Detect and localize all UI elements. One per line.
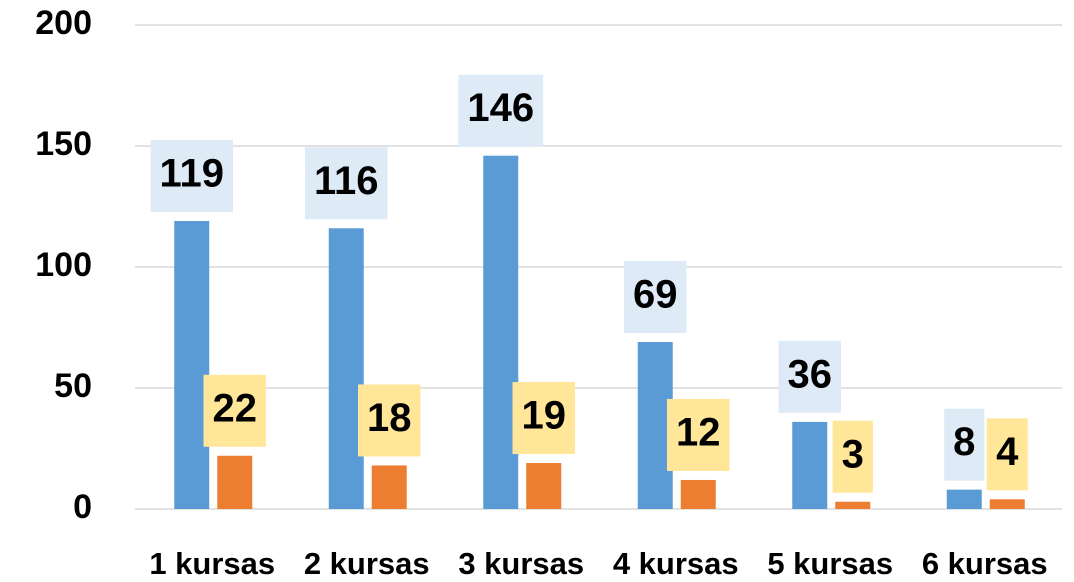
y-tick-label: 150	[35, 125, 92, 163]
data-label: 8	[953, 420, 975, 464]
data-label-background	[512, 382, 575, 455]
data-label: 119	[159, 152, 224, 196]
data-label: 19	[522, 394, 567, 438]
data-label-background	[458, 74, 544, 147]
data-label: 22	[213, 386, 258, 430]
x-tick-label: 2 kursas	[304, 546, 430, 581]
data-label: 69	[633, 273, 678, 317]
data-label: 4	[996, 430, 1019, 474]
x-tick-label: 6 kursas	[922, 546, 1048, 581]
y-tick-label: 200	[35, 4, 92, 42]
bar	[483, 155, 519, 509]
bar	[371, 465, 407, 509]
bar	[526, 463, 562, 509]
x-tick-label: 1 kursas	[149, 546, 275, 581]
data-label-background	[358, 384, 421, 457]
data-label: 116	[314, 159, 379, 203]
bar	[680, 479, 716, 509]
bar	[989, 499, 1025, 509]
y-tick-label: 50	[54, 367, 92, 405]
x-tick-label: 5 kursas	[767, 546, 893, 581]
data-label-background	[778, 340, 841, 413]
data-label: 146	[467, 86, 534, 130]
data-label-background	[304, 147, 388, 220]
data-label: 3	[842, 432, 864, 476]
bar	[328, 228, 364, 509]
y-tick-label: 0	[73, 488, 92, 526]
data-label-background	[203, 374, 266, 447]
x-tick-label: 4 kursas	[613, 546, 739, 581]
data-label: 18	[367, 396, 412, 440]
y-tick-label: 100	[35, 246, 92, 284]
x-tick-label: 3 kursas	[458, 546, 584, 581]
bar	[174, 221, 210, 509]
data-label: 12	[676, 411, 721, 455]
data-label-background	[667, 398, 730, 471]
bar	[835, 501, 871, 509]
bar	[946, 489, 982, 509]
data-label-background	[944, 408, 985, 481]
bar	[637, 342, 673, 509]
data-label-background	[150, 140, 234, 213]
data-label-background	[832, 420, 873, 493]
bar	[217, 455, 253, 509]
data-label: 36	[788, 352, 833, 396]
data-label-background	[986, 418, 1028, 491]
bar	[792, 421, 828, 509]
data-label-background	[624, 261, 687, 334]
